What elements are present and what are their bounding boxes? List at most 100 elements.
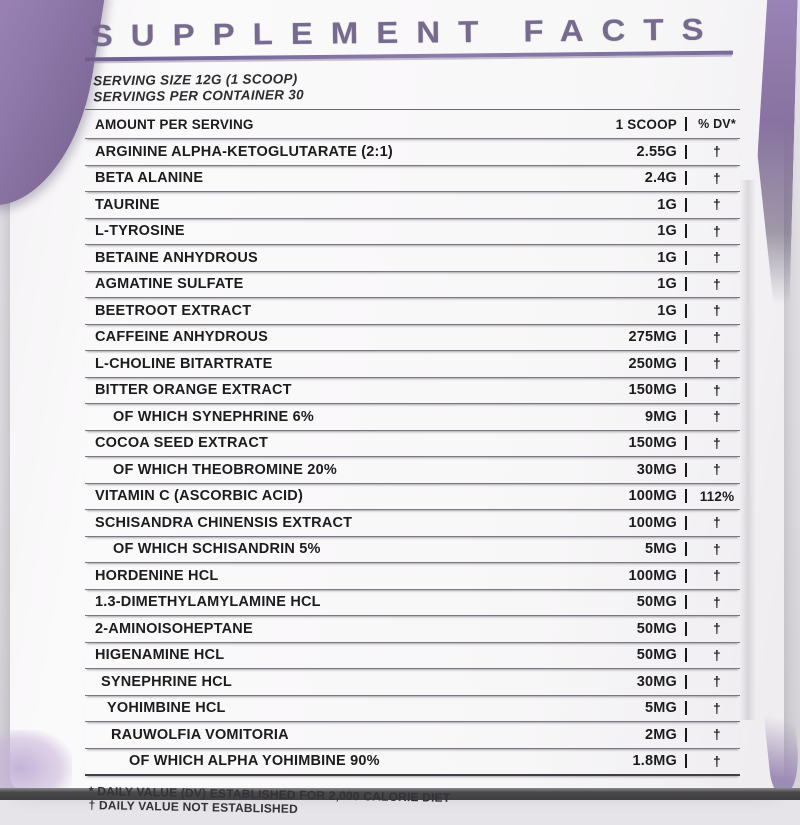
- ingredient-dv: †: [713, 276, 721, 292]
- table-body: ARGININE ALPHA-KETOGLUTARATE (2:1) 2.55G…: [85, 139, 740, 776]
- ingredient-amount: 1.8MG: [632, 753, 677, 770]
- ingredient-dv: †: [713, 541, 721, 557]
- column-divider: [685, 330, 687, 345]
- page-title: SUPPLEMENT FACTS: [90, 11, 722, 53]
- table-row: TAURINE 1G †: [85, 192, 740, 219]
- table-row: BETAINE ANHYDROUS 1G †: [85, 245, 740, 272]
- ingredient-name: AGMATINE SULFATE: [95, 276, 244, 293]
- ingredient-dv: †: [713, 197, 721, 213]
- ingredient-name: BETA ALANINE: [95, 170, 204, 187]
- table-row: VITAMIN C (ASCORBIC ACID) 100MG 112%: [85, 484, 740, 510]
- ingredient-name: 1.3-DIMETHYLAMYLAMINE HCL: [95, 594, 321, 611]
- table-row: SCHISANDRA CHINENSIS EXTRACT 100MG †: [85, 510, 740, 537]
- title-underline: [84, 50, 734, 62]
- ingredient-name: L-TYROSINE: [95, 223, 185, 240]
- table-row: HIGENAMINE HCL 50MG †: [85, 643, 740, 669]
- table-row: CAFFEINE ANHYDROUS 275MG †: [85, 325, 740, 351]
- ingredient-name: BEETROOT EXTRACT: [95, 302, 252, 319]
- ingredient-name: OF WHICH SYNEPHRINE 6%: [113, 408, 314, 425]
- column-divider: [685, 224, 687, 239]
- ingredient-amount: 2MG: [644, 726, 677, 743]
- ingredient-dv: †: [713, 250, 721, 266]
- table-row: OF WHICH SCHISANDRIN 5% 5MG †: [85, 537, 740, 563]
- ingredient-name: YOHIMBINE HCL: [107, 700, 226, 717]
- ingredient-name: RAUWOLFIA VOMITORIA: [111, 726, 289, 743]
- ingredient-dv: †: [713, 594, 721, 610]
- ingredient-amount: 1G: [657, 302, 677, 319]
- table-row: AGMATINE SULFATE 1G †: [85, 272, 740, 298]
- ingredient-amount: 2.55G: [636, 143, 677, 160]
- ingredient-amount: 9MG: [644, 408, 677, 425]
- ingredient-name: COCOA SEED EXTRACT: [95, 435, 269, 452]
- column-divider: [685, 727, 687, 742]
- dv-column-header: % DV*: [698, 117, 736, 131]
- ingredient-name: OF WHICH ALPHA YOHIMBINE 90%: [129, 753, 380, 770]
- table-row: 2-AMINOISOHEPTANE 50MG †: [85, 616, 740, 643]
- table-row: YOHIMBINE HCL 5MG †: [85, 696, 740, 722]
- ingredient-dv: †: [713, 727, 721, 743]
- column-divider: [685, 117, 687, 131]
- footnotes: * DAILY VALUE (DV) ESTABLISHED FOR 2,000…: [88, 784, 739, 824]
- ingredient-dv: †: [713, 170, 721, 186]
- ingredient-amount: 250MG: [628, 355, 677, 372]
- ingredient-name: SCHISANDRA CHINENSIS EXTRACT: [95, 514, 353, 531]
- ingredient-amount: 50MG: [636, 594, 677, 611]
- column-divider: [685, 648, 687, 663]
- ingredient-dv: †: [713, 515, 721, 531]
- column-divider: [685, 144, 687, 159]
- column-divider: [685, 303, 687, 318]
- ingredient-name: 2-AMINOISOHEPTANE: [95, 620, 253, 637]
- table-row: 1.3-DIMETHYLAMYLAMINE HCL 50MG †: [85, 590, 740, 616]
- ingredient-amount: 30MG: [636, 461, 677, 478]
- table-row: OF WHICH THEOBROMINE 20% 30MG †: [85, 457, 740, 484]
- ingredient-amount: 275MG: [628, 329, 677, 346]
- ingredient-dv: †: [713, 674, 721, 690]
- column-divider: [685, 250, 687, 265]
- ingredient-amount: 150MG: [628, 382, 677, 399]
- ingredient-amount: 2.4G: [644, 170, 677, 187]
- ingredient-amount: 1G: [657, 276, 677, 293]
- column-divider: [685, 489, 687, 504]
- column-divider: [685, 409, 687, 424]
- ingredient-dv: 112%: [699, 488, 735, 504]
- ingredient-name: L-CHOLINE BITARTRATE: [95, 355, 273, 372]
- table-row: L-TYROSINE 1G †: [85, 219, 740, 245]
- column-divider: [685, 674, 687, 689]
- table-row: BEETROOT EXTRACT 1G †: [85, 298, 740, 325]
- ingredient-name: BITTER ORANGE EXTRACT: [95, 382, 292, 399]
- ingredient-name: HIGENAMINE HCL: [95, 647, 225, 664]
- table-header-row: AMOUNT PER SERVING 1 SCOOP % DV*: [85, 110, 740, 139]
- table-row: BITTER ORANGE EXTRACT 150MG †: [85, 378, 740, 404]
- table-row: OF WHICH ALPHA YOHIMBINE 90% 1.8MG †: [85, 749, 740, 776]
- ingredient-name: CAFFEINE ANHYDROUS: [95, 329, 269, 346]
- column-divider: [685, 542, 687, 557]
- ingredient-dv: †: [713, 409, 721, 425]
- ingredient-amount: 30MG: [636, 673, 677, 690]
- scoop-column-header: 1 SCOOP: [615, 116, 677, 132]
- ingredient-name: ARGININE ALPHA-KETOGLUTARATE (2:1): [95, 143, 393, 160]
- ingredient-amount: 1G: [657, 196, 677, 213]
- ingredient-amount: 100MG: [628, 488, 677, 505]
- ingredient-dv: †: [713, 568, 721, 584]
- photo-bottom-edge: [0, 788, 800, 800]
- column-divider: [685, 383, 687, 398]
- column-divider: [685, 436, 687, 451]
- column-divider: [685, 277, 687, 292]
- ingredient-dv: †: [713, 700, 721, 716]
- ingredient-name: OF WHICH SCHISANDRIN 5%: [113, 541, 321, 558]
- package-edge-bottom-left: [0, 730, 72, 794]
- ingredient-dv: †: [713, 329, 721, 345]
- ingredient-amount: 5MG: [644, 700, 677, 717]
- ingredient-amount: 100MG: [628, 567, 677, 584]
- column-divider: [685, 356, 687, 371]
- column-divider: [685, 568, 687, 583]
- supplement-facts-panel: SUPPLEMENT FACTS SERVING SIZE 12G (1 SCO…: [84, 10, 740, 816]
- ingredient-dv: †: [713, 382, 721, 398]
- ingredient-name: TAURINE: [95, 196, 160, 213]
- ingredient-name: VITAMIN C (ASCORBIC ACID): [95, 488, 303, 505]
- ingredient-dv: †: [713, 223, 721, 239]
- ingredient-amount: 50MG: [636, 647, 677, 664]
- table-row: COCOA SEED EXTRACT 150MG †: [85, 431, 740, 457]
- column-divider: [685, 171, 687, 186]
- amount-per-serving-header: AMOUNT PER SERVING: [95, 116, 254, 132]
